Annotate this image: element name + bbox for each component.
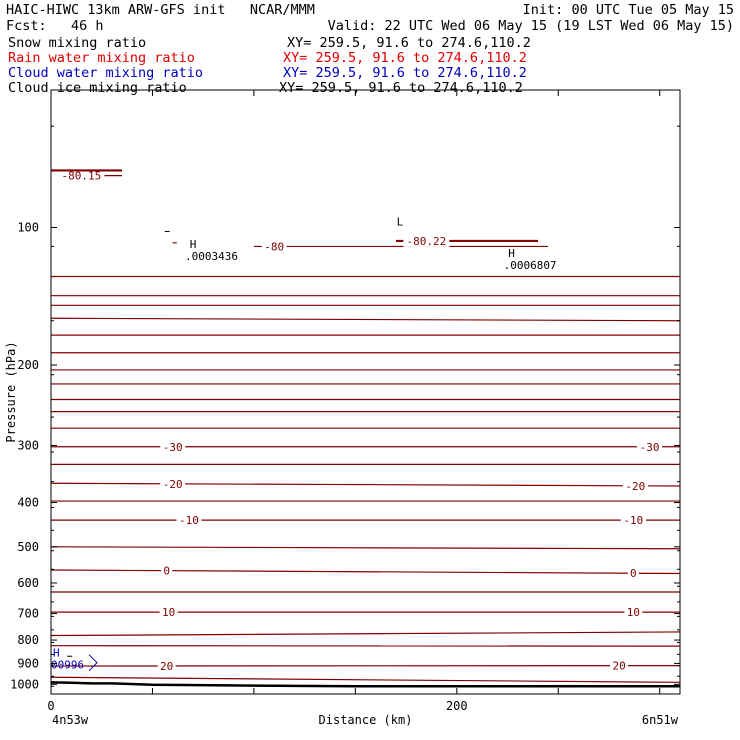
extremum-H-marker: H (508, 247, 515, 260)
field-cloudwater-xy: XY= 259.5, 91.6 to 274.6,110.2 (283, 65, 527, 81)
contour-label-bg (261, 240, 287, 253)
field-cloudice-xy: XY= 259.5, 91.6 to 274.6,110.2 (279, 80, 523, 96)
cross-section-end-label: 6n51w (642, 713, 679, 727)
x-tick-label: 200 (446, 699, 468, 713)
extremum-H-marker: H (190, 238, 197, 251)
y-tick-label: 700 (17, 607, 39, 621)
contour-label-bg (627, 567, 639, 580)
init-time: Init: 00 UTC Tue 05 May 15 (522, 2, 734, 18)
y-tick-label: 1000 (10, 677, 39, 691)
contour-label-bg (624, 606, 643, 619)
field-snow-xy: XY= 259.5, 91.6 to 274.6,110.2 (287, 35, 531, 51)
contour-label-bg (637, 440, 663, 453)
plot-frame (50, 89, 681, 695)
run-title: HAIC-HIWC 13km ARW-GFS init NCAR/MMM (6, 2, 315, 18)
y-tick-label: 100 (17, 221, 39, 235)
extremum-L-marker: L (397, 216, 404, 229)
contour-label-bg (58, 169, 105, 182)
temperature-contour-20 (50, 569, 681, 575)
field-cloudwater-label: Cloud water mixing ratio (8, 65, 204, 81)
contour-label: 0 (630, 567, 637, 580)
valid-time: Valid: 22 UTC Wed 06 May 15 (19 LST Wed … (327, 18, 734, 34)
contour-label: 10 (627, 606, 640, 619)
extremum-value: .0003436 (185, 250, 238, 263)
x-tick-label: 0 (47, 699, 54, 713)
ground-surface-line (50, 681, 680, 688)
contour-label: 20 (613, 660, 626, 673)
y-tick-label: 600 (17, 576, 39, 590)
contour-label: -80 (264, 240, 284, 253)
contour-label-bg (176, 514, 202, 527)
field-rain-label: Rain water mixing ratio (8, 50, 195, 66)
contour-label: -20 (163, 478, 183, 491)
field-snow-label: Snow mixing ratio (8, 35, 147, 51)
contour-label-bg (403, 234, 450, 247)
y-tick-label: 800 (17, 633, 39, 647)
contour-label-bg (160, 440, 186, 453)
extremum-value: 00996 (51, 659, 84, 672)
contour-label: 10 (162, 606, 175, 619)
temperature-contour-19 (50, 546, 681, 550)
extremum-value: .0006807 (504, 259, 557, 272)
y-axis-label: Pressure (hPa) (4, 341, 18, 442)
cross-section-start-label: 4n53w (52, 713, 89, 727)
contour-label: -30 (163, 441, 183, 454)
contour-label-bg (159, 606, 178, 619)
chevron-icon (88, 654, 98, 672)
y-tick-label: 500 (17, 540, 39, 554)
contour-label-bg (161, 564, 173, 577)
contour-label-bg (610, 659, 629, 672)
y-tick-label: 300 (17, 438, 39, 452)
contour-label: -80.15 (62, 170, 102, 183)
ground-line (50, 681, 680, 688)
temperature-contour-23 (50, 631, 681, 637)
extremum-H-marker: H (53, 647, 60, 660)
contour-label: -80.22 (406, 235, 446, 248)
field-cloudice-label: Cloud ice mixing ratio (8, 80, 187, 96)
contour-label: -30 (640, 441, 660, 454)
contour-label: -20 (625, 480, 645, 493)
contour-label: 20 (160, 660, 173, 673)
contour-label: -10 (179, 514, 199, 527)
contour-label-bg (620, 514, 646, 527)
contour-label: 0 (163, 565, 170, 578)
field-rain-xy: XY= 259.5, 91.6 to 274.6,110.2 (283, 50, 527, 66)
contour-label-bg (157, 659, 176, 672)
y-tick-label: 900 (17, 656, 39, 670)
contour-label-bg (622, 479, 648, 492)
temperature-contours: -80.15 -80 -30 -30 -20 -20 -10 -10 0 0 10 10 20 20 -80… (50, 169, 681, 683)
temperature-contour-16 (50, 482, 681, 487)
contour-label: -10 (623, 514, 643, 527)
temperature-contour-6 (50, 317, 681, 322)
y-tick-label: 400 (17, 496, 39, 510)
contour-label-bg (160, 477, 186, 490)
temperature-contour-26 (50, 676, 681, 683)
forecast-hour: Fcst: 46 h (6, 18, 104, 34)
y-tick-label: 200 (17, 358, 39, 372)
x-axis-label: Distance (km) (319, 713, 413, 727)
